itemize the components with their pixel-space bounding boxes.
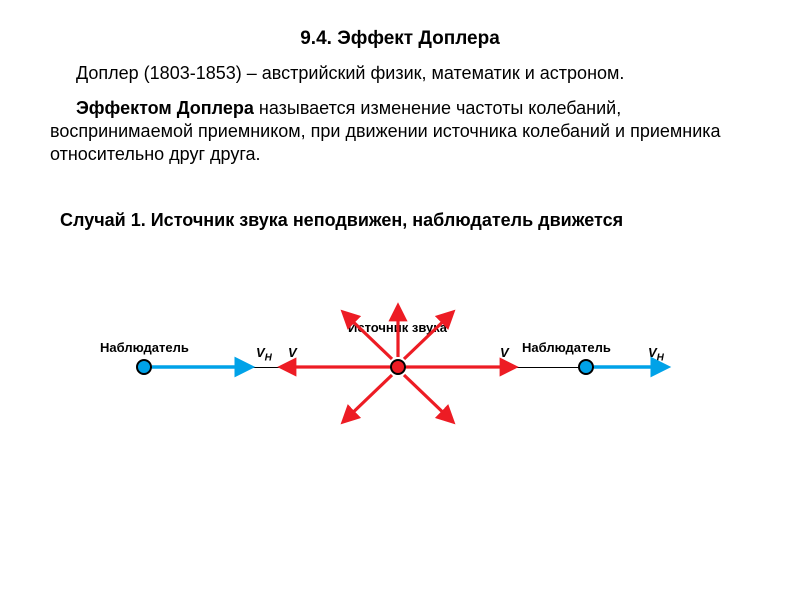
observer-right-dot [578, 359, 594, 375]
source-dot [390, 359, 406, 375]
intro-paragraph: Доплер (1803-1853) – австрийский физик, … [0, 62, 800, 85]
definition-term: Эффектом Доплера [76, 98, 254, 118]
doppler-diagram: Наблюдатель Источник звука Наблюдатель V… [110, 277, 690, 437]
case-title: Случай 1. Источник звука неподвижен, наб… [0, 210, 800, 231]
definition-paragraph: Эффектом Доплера называется изменение ча… [0, 97, 800, 166]
page-title: 9.4. Эффект Доплера [0, 0, 800, 50]
observer-left-dot [136, 359, 152, 375]
observer-left-arrow [110, 277, 690, 437]
